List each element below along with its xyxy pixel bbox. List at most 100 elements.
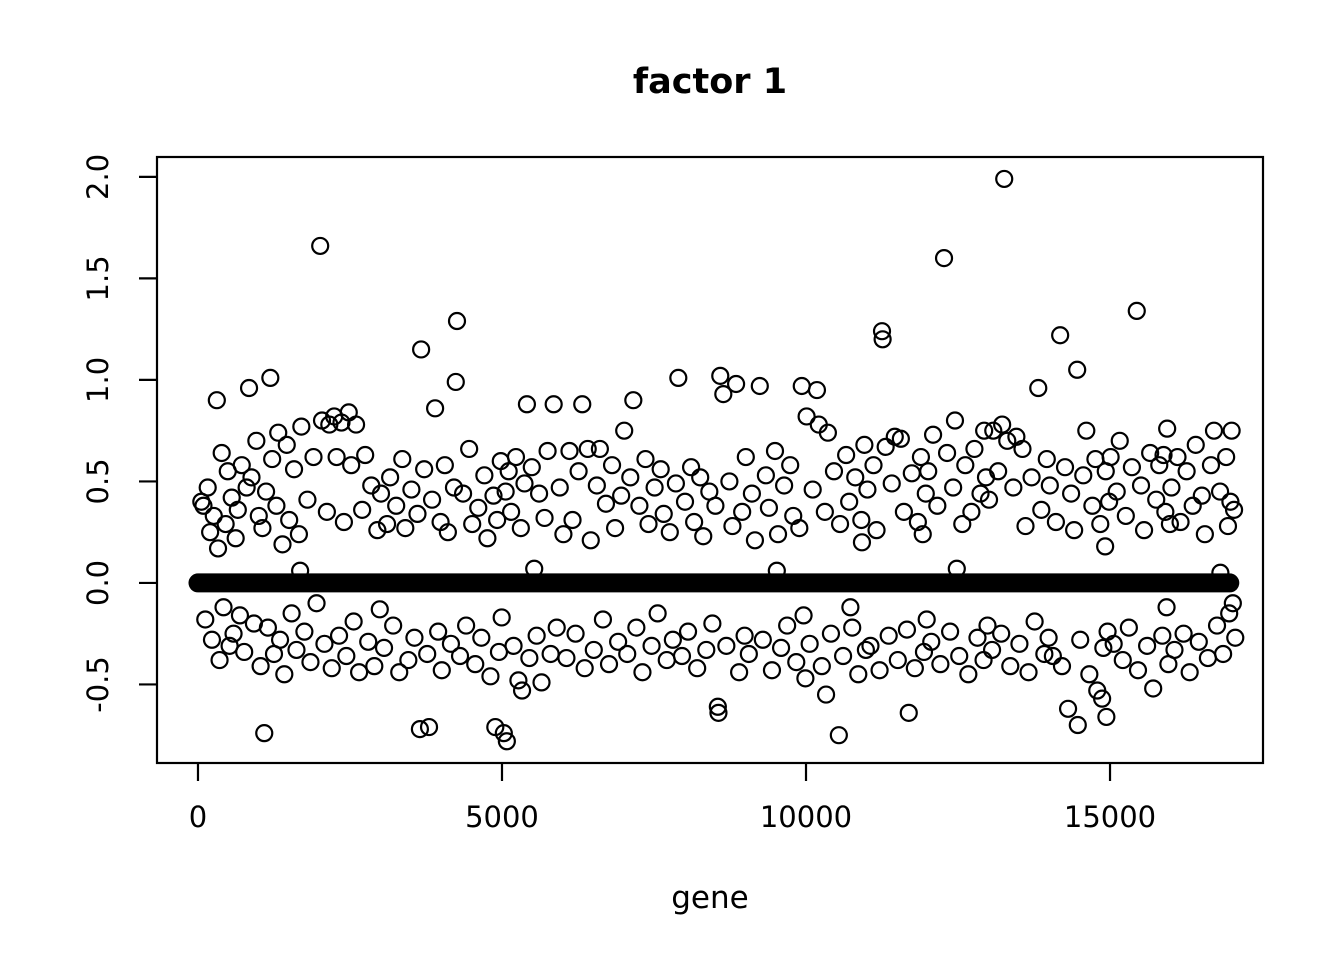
data-point (691, 468, 710, 487)
data-point (429, 622, 448, 641)
data-point (922, 632, 941, 651)
data-point (974, 650, 993, 670)
data-point (993, 415, 1012, 434)
data-point (226, 529, 245, 548)
data-point (295, 622, 314, 641)
data-point (410, 719, 430, 739)
data-point (756, 466, 775, 485)
data-point (441, 634, 461, 653)
data-point (666, 474, 685, 493)
data-point (612, 486, 631, 505)
data-point (1131, 476, 1151, 495)
data-point (873, 330, 892, 349)
data-point (496, 482, 515, 501)
data-point (1214, 644, 1233, 664)
data-point (1153, 626, 1172, 645)
data-point (800, 634, 819, 653)
data-point (962, 502, 981, 521)
data-point (768, 525, 788, 544)
data-point (368, 521, 387, 540)
data-point (315, 634, 334, 653)
data-point (1217, 447, 1236, 467)
data-point (242, 468, 261, 487)
data-point (194, 496, 213, 515)
data-point (466, 655, 485, 674)
data-point (201, 523, 220, 542)
data-point (944, 478, 963, 497)
data-point (861, 636, 880, 655)
data-point (1144, 679, 1163, 698)
data-point (815, 502, 834, 521)
data-point (711, 366, 730, 385)
data-point (739, 644, 758, 664)
data-point (602, 456, 622, 475)
data-point (1110, 431, 1129, 450)
y-tick-label: -0.5 (81, 656, 115, 713)
data-point (419, 717, 439, 737)
data-point (709, 703, 728, 722)
data-point (1183, 496, 1202, 515)
data-point (249, 506, 268, 526)
data-point (681, 458, 701, 477)
data-point (829, 726, 848, 745)
data-point (934, 249, 954, 268)
data-point (1022, 468, 1041, 487)
data-point (982, 640, 1002, 660)
data-point (615, 421, 634, 440)
data-point (350, 663, 369, 682)
data-point (931, 655, 950, 674)
data-point (1037, 449, 1056, 469)
data-point (554, 525, 573, 544)
data-point (1127, 301, 1146, 320)
data-point (1168, 447, 1187, 467)
data-point (511, 519, 530, 538)
data-point (797, 407, 816, 426)
data-point (609, 632, 628, 651)
data-point (453, 484, 473, 503)
data-point (852, 510, 871, 530)
data-point (1160, 514, 1180, 534)
data-point (888, 650, 907, 670)
data-point (396, 519, 415, 538)
data-point (460, 439, 479, 459)
data-point (654, 504, 673, 524)
data-point (916, 484, 935, 503)
data-point (557, 648, 576, 668)
data-point (1122, 458, 1142, 477)
data-point (621, 468, 640, 487)
data-point (581, 531, 600, 550)
data-point (263, 449, 282, 469)
data-point (251, 657, 270, 676)
data-point (660, 523, 679, 542)
data-point (995, 169, 1014, 189)
data-point (753, 630, 772, 649)
data-point (353, 500, 372, 519)
data-point (232, 456, 251, 475)
data-point (277, 435, 296, 454)
data-point (891, 429, 910, 448)
data-point (457, 616, 476, 635)
data-point (913, 525, 932, 544)
data-point (720, 472, 739, 491)
data-point (633, 663, 652, 682)
data-point (387, 496, 406, 515)
data-point (1071, 630, 1090, 649)
data-point (708, 697, 727, 716)
data-point (630, 496, 649, 515)
data-point (1116, 506, 1135, 526)
data-point (1010, 634, 1029, 653)
data-point (742, 484, 761, 503)
data-point (258, 618, 278, 637)
data-point (1211, 563, 1230, 582)
data-point (1062, 484, 1081, 503)
data-point (852, 533, 872, 552)
data-point (261, 368, 280, 387)
data-point (1055, 458, 1075, 477)
data-point (463, 514, 482, 534)
data-point (849, 665, 868, 684)
data-point (1189, 632, 1208, 651)
data-point (651, 460, 670, 479)
data-point (855, 435, 874, 454)
data-point (1141, 443, 1160, 463)
